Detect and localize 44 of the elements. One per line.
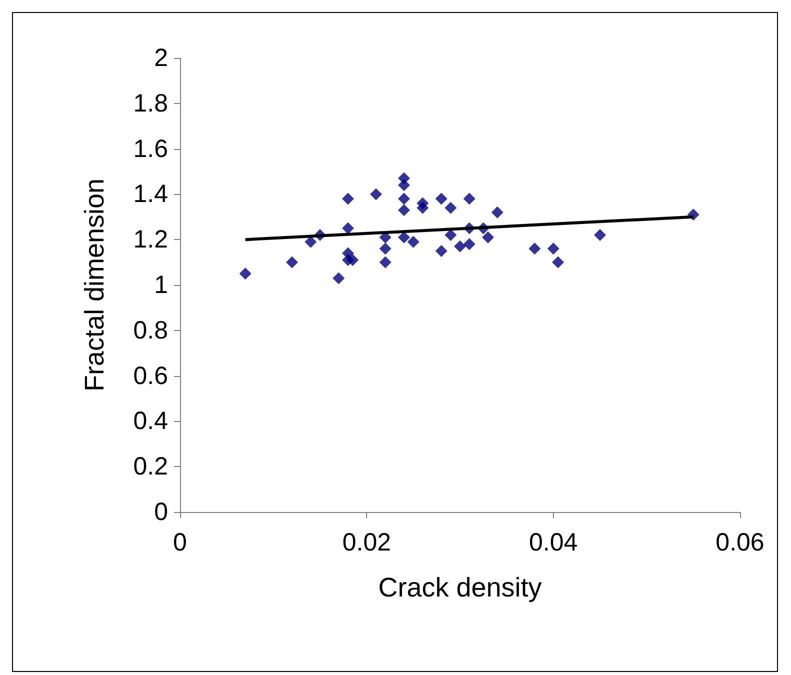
point — [454, 240, 466, 252]
y-tick-label: 0.6 — [133, 362, 168, 390]
point — [482, 231, 494, 244]
point — [463, 192, 476, 205]
point — [342, 222, 354, 234]
y-tick-label: 1.6 — [133, 134, 168, 163]
point — [491, 206, 504, 218]
y-tick-label: 0.2 — [133, 452, 168, 481]
point — [552, 256, 564, 268]
x-tick-label: 0.06 — [716, 528, 764, 556]
point — [346, 254, 359, 266]
x-tick-label: 0.04 — [528, 528, 578, 556]
point — [398, 192, 410, 205]
point — [463, 238, 476, 250]
point — [398, 179, 410, 192]
point — [398, 204, 410, 216]
y-tick-label: 1.4 — [133, 180, 168, 208]
point — [379, 256, 392, 268]
point — [407, 236, 420, 248]
point — [547, 242, 560, 255]
point — [594, 229, 606, 242]
point — [435, 192, 448, 205]
point — [370, 188, 382, 200]
x-axis-title: Crack density — [378, 572, 542, 602]
point — [332, 272, 345, 284]
y-tick-label: 1 — [154, 271, 168, 299]
point — [342, 192, 354, 205]
point — [528, 242, 541, 255]
point — [444, 229, 457, 242]
x-tick-label: 0.02 — [342, 528, 392, 556]
y-tick-label: 1.2 — [133, 226, 168, 254]
point — [286, 256, 298, 268]
point — [379, 242, 392, 255]
y-tick-label: 2 — [154, 44, 168, 72]
point — [444, 202, 457, 214]
point — [416, 202, 429, 214]
y-tick-label: 1.8 — [133, 89, 168, 118]
point — [435, 244, 448, 257]
y-axis-title: Fractal dimension — [80, 178, 110, 392]
y-tick-label: 0.8 — [133, 316, 168, 344]
y-tick-label: 0.4 — [133, 407, 168, 436]
point — [239, 268, 252, 280]
x-tick-label: 0 — [173, 528, 187, 556]
y-tick-label: 0 — [154, 498, 168, 526]
